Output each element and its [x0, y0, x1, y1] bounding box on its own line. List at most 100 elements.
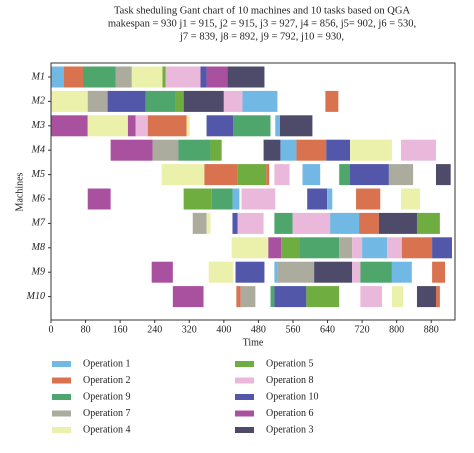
legend-label: Operation 8 [266, 375, 314, 386]
x-tick-label: 160 [113, 324, 128, 335]
x-tick-label: 800 [389, 324, 404, 335]
task-bar [241, 188, 276, 210]
task-bar [206, 115, 234, 137]
chart-title: Task sheduling Gant chart of 10 machines… [114, 5, 411, 16]
task-bar [432, 237, 452, 259]
task-bar [235, 261, 265, 283]
task-bar [147, 115, 187, 137]
legend-swatch [235, 361, 254, 367]
task-bar [127, 115, 136, 137]
task-bar [306, 286, 340, 308]
task-bar [352, 237, 363, 259]
task-bar [350, 164, 389, 186]
legend-swatch [52, 410, 71, 417]
task-bar [237, 212, 264, 234]
y-tick-label: M8 [31, 242, 45, 253]
task-bar [359, 212, 379, 234]
task-bar [387, 237, 402, 259]
x-tick-label: 880 [424, 324, 439, 335]
legend-label: Operation 2 [83, 375, 131, 386]
legend-label: Operation 3 [266, 424, 314, 435]
task-bar [110, 139, 153, 161]
task-bar [362, 237, 388, 259]
legend-label: Operation 6 [266, 408, 314, 419]
task-bar [183, 90, 224, 112]
task-bar [192, 212, 207, 234]
task-bar [274, 286, 307, 308]
task-bar [232, 188, 240, 210]
task-bar [237, 164, 267, 186]
task-bar [266, 164, 270, 186]
task-bar [233, 115, 271, 137]
task-bar [152, 139, 179, 161]
task-bar [208, 261, 234, 283]
legend-swatch [52, 377, 71, 384]
task-bar [307, 188, 328, 210]
task-bar [302, 164, 321, 186]
task-bar [416, 286, 436, 308]
task-bar [314, 261, 353, 283]
y-tick-label: M7 [31, 218, 46, 229]
x-tick-label: 560 [285, 324, 300, 335]
legend-label: Operation 9 [83, 391, 131, 402]
task-bar [135, 115, 148, 137]
task-bar [275, 115, 281, 137]
legend-swatch [235, 394, 254, 400]
task-bar [206, 212, 211, 234]
task-bar [277, 261, 315, 283]
legend-label: Operation 10 [266, 391, 319, 402]
task-bar [350, 139, 392, 161]
task-bar [211, 188, 233, 210]
task-bar [401, 237, 433, 259]
task-bar [151, 261, 173, 283]
task-bar [325, 90, 339, 112]
task-bar [400, 139, 436, 161]
task-bar [435, 286, 440, 308]
task-bar [296, 139, 327, 161]
task-bar [172, 286, 204, 308]
legend-label: Operation 7 [83, 408, 131, 419]
y-tick-label: M2 [31, 96, 45, 107]
task-bar [281, 237, 300, 259]
legend-swatch [235, 427, 254, 433]
task-bar [435, 164, 451, 186]
task-bar [400, 188, 421, 210]
task-bar [51, 90, 88, 112]
legend-swatch [235, 410, 254, 417]
task-bar [183, 188, 212, 210]
task-bar [326, 139, 351, 161]
task-bar [87, 115, 128, 137]
legend-label: Operation 1 [83, 358, 131, 369]
task-bar [352, 261, 361, 283]
x-tick-label: 640 [320, 324, 335, 335]
task-bar [263, 139, 281, 161]
y-tick-label: M9 [31, 266, 45, 277]
task-bar [327, 188, 333, 210]
task-bar [223, 90, 243, 112]
legend-swatch [52, 361, 71, 367]
task-bar [107, 90, 146, 112]
x-tick-label: 80 [81, 324, 91, 335]
legend-label: Operation 4 [83, 424, 131, 435]
y-tick-label: M10 [26, 291, 45, 302]
task-bar [82, 66, 116, 88]
x-tick-label: 400 [216, 324, 231, 335]
task-bar [330, 212, 360, 234]
x-tick-label: 0 [49, 324, 54, 335]
task-bar [274, 164, 290, 186]
task-bar [360, 286, 382, 308]
legend-swatch [52, 427, 71, 433]
task-bar [391, 286, 404, 308]
task-bar [232, 212, 238, 234]
task-bar [210, 139, 222, 161]
x-tick-label: 240 [147, 324, 162, 335]
task-bar [274, 261, 278, 283]
task-bar [178, 139, 211, 161]
x-tick-label: 320 [182, 324, 197, 335]
task-bar [292, 212, 331, 234]
task-bar [270, 286, 275, 308]
y-tick-label: M6 [31, 193, 45, 204]
task-bar [280, 139, 297, 161]
task-bar [299, 237, 340, 259]
